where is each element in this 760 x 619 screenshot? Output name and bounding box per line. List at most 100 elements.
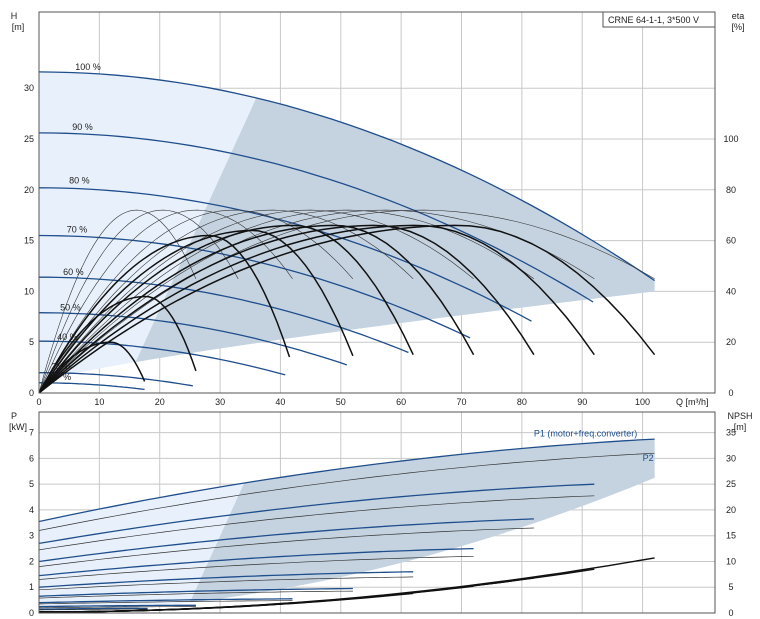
p1-curve-60 bbox=[39, 571, 414, 588]
p1-curve-50 bbox=[39, 587, 353, 597]
bot-yr-tick-4: 20 bbox=[726, 505, 736, 515]
head-curve-100 bbox=[39, 71, 655, 282]
top-yl-tick-5: 25 bbox=[24, 134, 34, 144]
top-yl-tick-3: 15 bbox=[24, 236, 34, 246]
p2-curve-60 bbox=[39, 576, 414, 591]
bot-yl-tick-5: 5 bbox=[29, 479, 34, 489]
p2-curve-18 bbox=[39, 608, 148, 611]
bottom-operating-regions bbox=[39, 439, 655, 612]
eta-bold-70 bbox=[39, 224, 475, 393]
eta-bold-50 bbox=[39, 229, 354, 393]
speed-label-3: 70 % bbox=[67, 224, 88, 234]
p2-curve-70 bbox=[39, 555, 474, 580]
bot-yl-tick-6: 6 bbox=[29, 453, 34, 463]
top-curves bbox=[39, 71, 656, 393]
top-yr-tick-5: 100 bbox=[723, 134, 738, 144]
eta-bold-18 bbox=[39, 341, 146, 393]
p2-curve-90 bbox=[39, 495, 595, 551]
head-curve-18 bbox=[39, 382, 145, 391]
top-x-tick-3: 30 bbox=[215, 397, 225, 407]
top-x-tick-8: 80 bbox=[517, 397, 527, 407]
p1-curve-18 bbox=[39, 607, 148, 610]
top-x-tick-10: 100 bbox=[635, 397, 650, 407]
top-x-tick-4: 40 bbox=[275, 397, 285, 407]
bottom-curves bbox=[39, 438, 655, 613]
top-x-tick-1: 10 bbox=[94, 397, 104, 407]
p1-curve-40 bbox=[39, 598, 293, 604]
top-x-tick-9: 90 bbox=[577, 397, 587, 407]
eta-bold-25 bbox=[39, 295, 197, 393]
p1-curve-80 bbox=[39, 518, 534, 563]
bot-yr-tick-7: 35 bbox=[726, 428, 736, 438]
head-curve-50 bbox=[39, 312, 348, 366]
bottom-axes: 0 1 2 3 4 5 6 7 0 5 10 15 20 25 30 35 P[kW] NPSH[m] bbox=[9, 411, 753, 618]
bot-yl-tick-2: 2 bbox=[29, 556, 34, 566]
bot-yl-tick-1: 1 bbox=[29, 582, 34, 592]
speed-label-4: 60 % bbox=[63, 267, 84, 277]
head-curve-70 bbox=[39, 234, 471, 339]
bot-yl-tick-4: 4 bbox=[29, 505, 34, 515]
speed-label-7: 25 % bbox=[51, 362, 72, 372]
p2-curve-40 bbox=[39, 600, 293, 605]
top-yl-tick-6: 30 bbox=[24, 83, 34, 93]
bot-yr-tick-5: 25 bbox=[726, 479, 736, 489]
top-yl-unit: [m] bbox=[12, 22, 25, 32]
top-speed-labels: 100 % 90 % 80 % 70 % 60 % 50 % 40 % 25 %% bbox=[51, 62, 101, 382]
bot-yl-tick-3: 3 bbox=[29, 531, 34, 541]
chart-title: CRNE 64-1-1, 3*500 V bbox=[608, 15, 699, 25]
top-yr-tick-3: 60 bbox=[726, 236, 736, 246]
top-yr-tick-0: 0 bbox=[728, 388, 733, 398]
bot-yr-tick-1: 5 bbox=[728, 582, 733, 592]
eta-bold-60 bbox=[39, 224, 414, 393]
bot-yr-tick-6: 30 bbox=[726, 453, 736, 463]
bot-yr-tick-0: 0 bbox=[728, 608, 733, 618]
bot-yr-unit: [m] bbox=[734, 422, 747, 432]
top-yl-tick-1: 5 bbox=[29, 337, 34, 347]
top-yr-label: eta bbox=[732, 11, 745, 21]
series-label-1: P2 bbox=[643, 453, 654, 463]
speed-label-6: 40 % bbox=[57, 332, 78, 342]
p1-curve-100 bbox=[39, 438, 655, 523]
speed-label-5: 50 % bbox=[60, 303, 81, 313]
top-yl-tick-0: 0 bbox=[29, 388, 34, 398]
bot-yl-unit: [kW] bbox=[9, 422, 27, 432]
eta-thin-50 bbox=[39, 209, 354, 393]
bottom-frame bbox=[38, 411, 716, 614]
bot-yr-label: NPSH bbox=[727, 411, 752, 421]
top-frame bbox=[38, 11, 716, 394]
head-curve-60 bbox=[39, 276, 409, 354]
speed-label-8: % bbox=[63, 372, 71, 382]
eta-thin-30 bbox=[39, 209, 239, 393]
p1-curve-25 bbox=[39, 604, 196, 608]
speed-label-0: 100 % bbox=[75, 62, 101, 72]
series-label-0: P1 (motor+freq.converter) bbox=[534, 428, 637, 438]
top-axes: 0 10 20 30 40 50 60 70 80 90 100 0 5 10 15 20 25 30 0 20 40 6… bbox=[11, 11, 745, 407]
p2-curve-100 bbox=[39, 452, 655, 531]
eta-bold-80 bbox=[39, 224, 535, 393]
bottom-series-labels: P1 (motor+freq.converter) P2 bbox=[534, 428, 654, 462]
top-x-tick-0: 0 bbox=[36, 397, 41, 407]
eta-thin-25 bbox=[39, 209, 197, 393]
eta-thin-40 bbox=[39, 209, 293, 393]
p2-curve-25 bbox=[39, 606, 196, 609]
head-curve-90 bbox=[39, 132, 594, 303]
npsh-curve-42 bbox=[39, 602, 293, 613]
top-x-label: Q [m³/h] bbox=[676, 397, 709, 407]
top-yr-tick-4: 80 bbox=[726, 185, 736, 195]
speed-label-2: 80 % bbox=[69, 176, 90, 186]
top-yr-unit: [%] bbox=[731, 22, 744, 32]
top-yr-tick-2: 40 bbox=[726, 286, 736, 296]
bot-yl-tick-0: 0 bbox=[29, 608, 34, 618]
top-yl-tick-4: 20 bbox=[24, 185, 34, 195]
head-curve-80 bbox=[39, 187, 532, 322]
bot-yl-tick-7: 7 bbox=[29, 428, 34, 438]
top-yl-label: H bbox=[11, 11, 18, 21]
top-x-tick-5: 50 bbox=[336, 397, 346, 407]
eta-thin-80 bbox=[39, 209, 535, 393]
p2-curve-80 bbox=[39, 527, 534, 567]
bot-yr-tick-3: 15 bbox=[726, 531, 736, 541]
speed-label-1: 90 % bbox=[72, 122, 93, 132]
eta-thin-100 bbox=[39, 209, 655, 393]
top-yr-tick-1: 20 bbox=[726, 337, 736, 347]
